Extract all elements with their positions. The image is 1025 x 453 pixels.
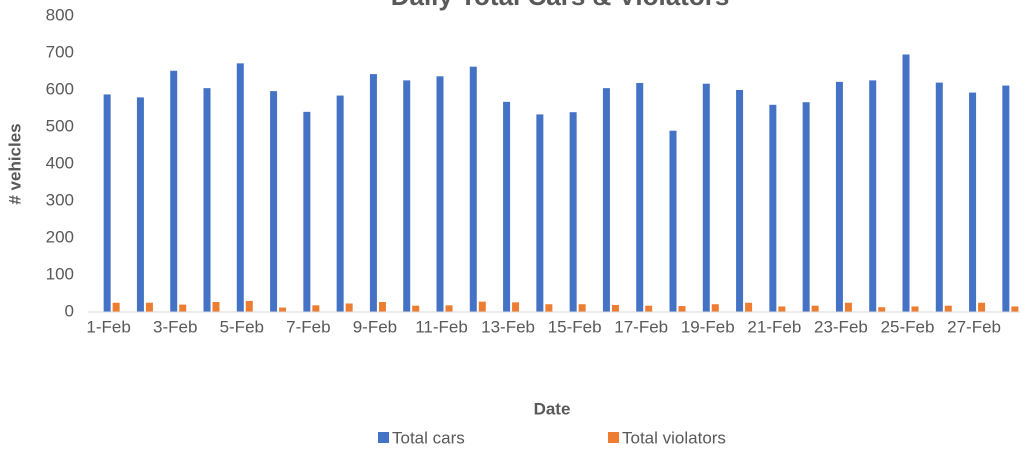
bar	[345, 303, 353, 312]
x-tick-label: 3-Feb	[153, 317, 197, 336]
y-tick-label: 500	[46, 116, 74, 135]
y-tick-label: 200	[46, 227, 74, 246]
bar	[336, 95, 344, 312]
bar	[303, 111, 311, 312]
x-tick-label: 7-Feb	[286, 317, 330, 336]
bar	[645, 305, 653, 312]
y-tick-label: 100	[46, 264, 74, 283]
x-tick-label: 23-Feb	[814, 317, 868, 336]
y-tick-label: 700	[46, 42, 74, 61]
y-tick-label: 0	[65, 301, 74, 320]
bar	[512, 302, 520, 312]
y-axis-title: # vehicles	[5, 123, 24, 204]
bar	[736, 90, 744, 312]
x-tick-label: 19-Feb	[681, 317, 735, 336]
x-tick-label: 11-Feb	[415, 317, 468, 336]
bar	[469, 66, 477, 312]
bar	[503, 101, 511, 312]
bar	[944, 305, 952, 312]
bar	[935, 82, 943, 312]
bar	[279, 307, 287, 312]
y-tick-label: 800	[46, 5, 74, 24]
bar	[1002, 85, 1010, 312]
bar	[445, 305, 453, 312]
x-tick-label: 9-Feb	[353, 317, 397, 336]
bar	[245, 300, 253, 312]
bar	[312, 305, 320, 312]
bar	[236, 63, 244, 312]
y-tick-label: 300	[46, 190, 74, 209]
bar	[978, 302, 986, 312]
bar	[369, 74, 377, 312]
legend-label: Total cars	[392, 428, 465, 447]
bar	[969, 92, 977, 312]
x-tick-label: 5-Feb	[220, 317, 264, 336]
bar	[378, 302, 386, 312]
legend-swatch	[378, 432, 389, 443]
bar	[745, 302, 753, 312]
bar	[669, 130, 677, 312]
bar	[203, 88, 211, 313]
y-tick-label: 600	[46, 79, 74, 98]
bar	[103, 94, 111, 312]
bar	[478, 301, 486, 312]
bar	[678, 306, 686, 312]
bar	[869, 80, 877, 312]
bar	[911, 306, 919, 312]
bar	[636, 82, 644, 312]
bar	[112, 302, 120, 312]
bar	[778, 306, 786, 312]
x-axis-title: Date	[534, 399, 571, 418]
bar	[769, 104, 777, 312]
bar	[802, 102, 810, 313]
bar	[403, 80, 411, 312]
bar	[702, 83, 710, 313]
bar	[602, 88, 610, 313]
x-tick-label: 21-Feb	[747, 317, 801, 336]
x-tick-label: 15-Feb	[548, 317, 602, 336]
bar	[844, 302, 852, 312]
bar	[545, 304, 553, 312]
bar	[578, 304, 586, 312]
bar	[711, 304, 719, 312]
bar	[878, 307, 886, 312]
bar	[170, 70, 178, 312]
bar	[569, 112, 577, 312]
bar	[902, 54, 910, 312]
x-tick-label: 1-Feb	[86, 317, 130, 336]
legend-swatch	[608, 432, 619, 443]
bar	[811, 305, 819, 312]
chart-title: Daily Total Cars & Violators	[391, 0, 730, 11]
x-tick-label: 17-Feb	[614, 317, 668, 336]
y-tick-label: 400	[46, 153, 74, 172]
bar	[212, 302, 220, 312]
bar	[536, 114, 544, 312]
legend-label: Total violators	[622, 428, 726, 447]
bar	[145, 302, 153, 312]
bar	[412, 305, 420, 312]
x-tick-label: 27-Feb	[947, 317, 1001, 336]
bar	[436, 76, 444, 312]
bar	[611, 304, 619, 312]
bar	[136, 97, 144, 313]
bar	[835, 81, 843, 312]
bar	[1011, 306, 1019, 312]
x-tick-label: 13-Feb	[481, 317, 535, 336]
bar	[179, 304, 187, 312]
x-tick-label: 25-Feb	[881, 317, 935, 336]
bar	[270, 91, 278, 312]
